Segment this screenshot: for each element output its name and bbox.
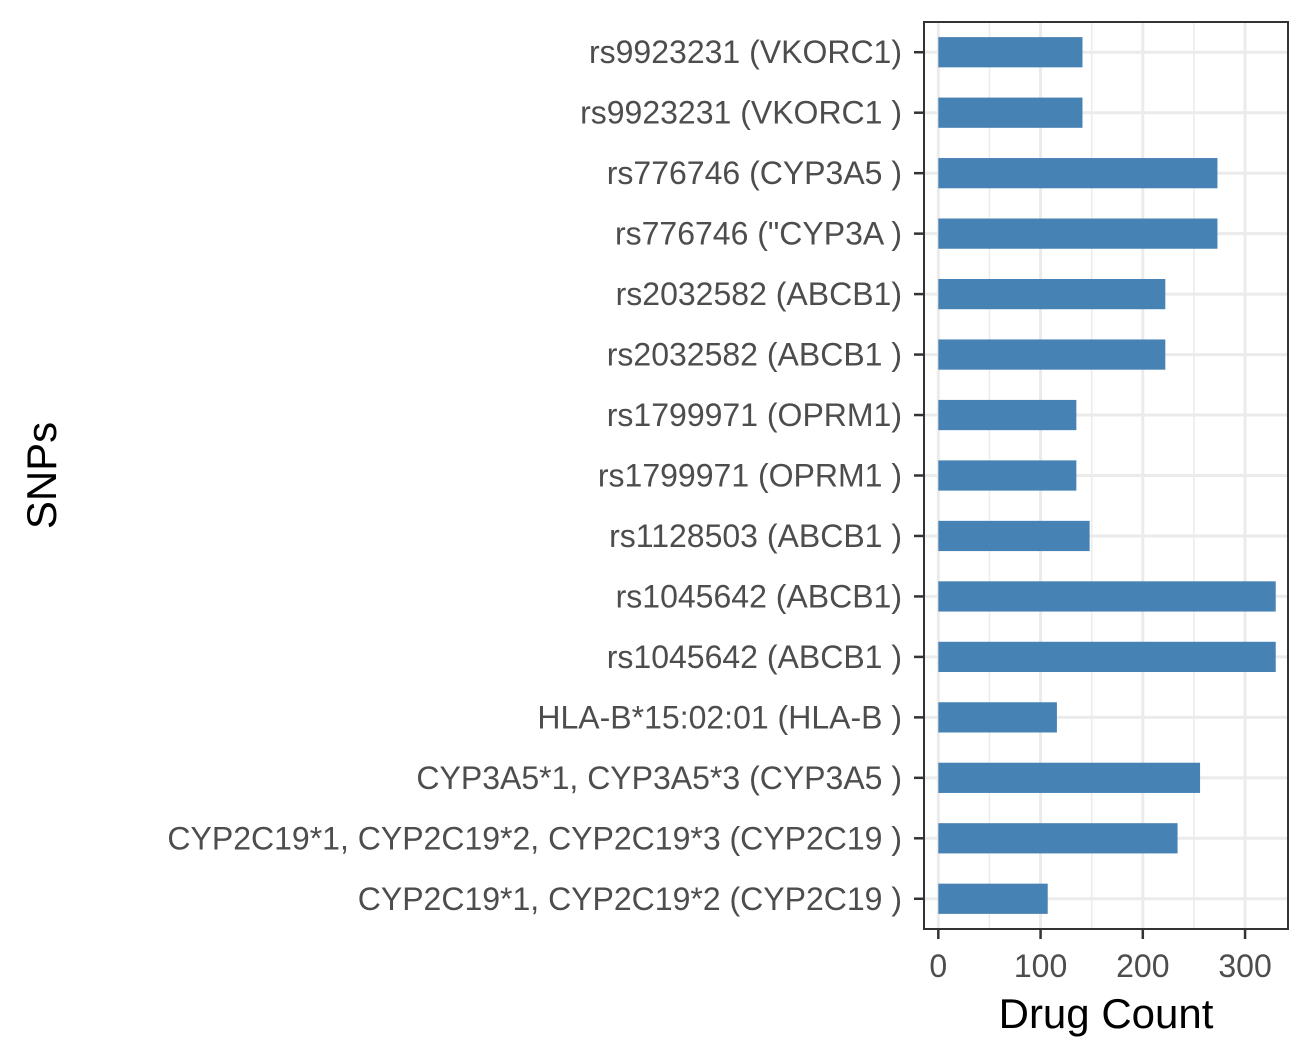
bar — [938, 158, 1218, 189]
axes: rs9923231 (VKORC1) rs9923231 (VKORC1 ) rs7… — [167, 34, 1271, 984]
y-tick-label: rs1045642 (ABCB1 ) — [607, 639, 902, 675]
y-tick-label: rs2032582 (ABCB1) — [616, 276, 902, 312]
y-tick-label: CYP3A5*1, CYP3A5*3 (CYP3A5 ) — [416, 760, 902, 796]
bar — [938, 460, 1077, 491]
y-tick-label: rs776746 (CYP3A5 ) — [607, 155, 902, 191]
bar — [938, 339, 1166, 370]
bars — [938, 37, 1276, 914]
y-tick-label: rs776746 ("CYP3A ) — [615, 216, 902, 252]
y-tick-label: CYP2C19*1, CYP2C19*2, CYP2C19*3 (CYP2C19… — [167, 820, 902, 856]
y-tick-label: HLA-B*15:02:01 (HLA-B ) — [537, 699, 902, 735]
bar — [938, 762, 1201, 793]
y-tick-label: CYP2C19*1, CYP2C19*2 (CYP2C19 ) — [358, 881, 902, 917]
y-tick-label: rs2032582 (ABCB1 ) — [607, 337, 902, 373]
y-tick-label: rs1799971 (OPRM1 ) — [598, 458, 902, 494]
bar — [938, 520, 1090, 552]
y-tick-label: rs1128503 (ABCB1 ) — [609, 518, 902, 554]
bar — [938, 581, 1276, 612]
bar — [938, 702, 1057, 733]
x-tick-label: 300 — [1218, 948, 1271, 984]
bar — [938, 218, 1218, 249]
bar — [938, 399, 1077, 431]
x-tick-label: 100 — [1014, 948, 1067, 984]
y-tick-label: rs1045642 (ABCB1) — [616, 578, 902, 614]
x-tick-label: 0 — [929, 948, 947, 984]
bar — [938, 823, 1178, 854]
y-tick-label: rs9923231 (VKORC1) — [589, 34, 902, 70]
bar — [938, 97, 1083, 128]
x-axis-title: Drug Count — [999, 990, 1214, 1037]
y-axis-title: SNPs — [18, 422, 65, 529]
bar — [938, 883, 1048, 914]
bar — [938, 37, 1083, 68]
bar — [938, 641, 1276, 673]
bar — [938, 278, 1166, 310]
y-tick-label: rs9923231 (VKORC1 ) — [580, 95, 902, 131]
y-tick-label: rs1799971 (OPRM1) — [607, 397, 902, 433]
x-tick-label: 200 — [1116, 948, 1169, 984]
